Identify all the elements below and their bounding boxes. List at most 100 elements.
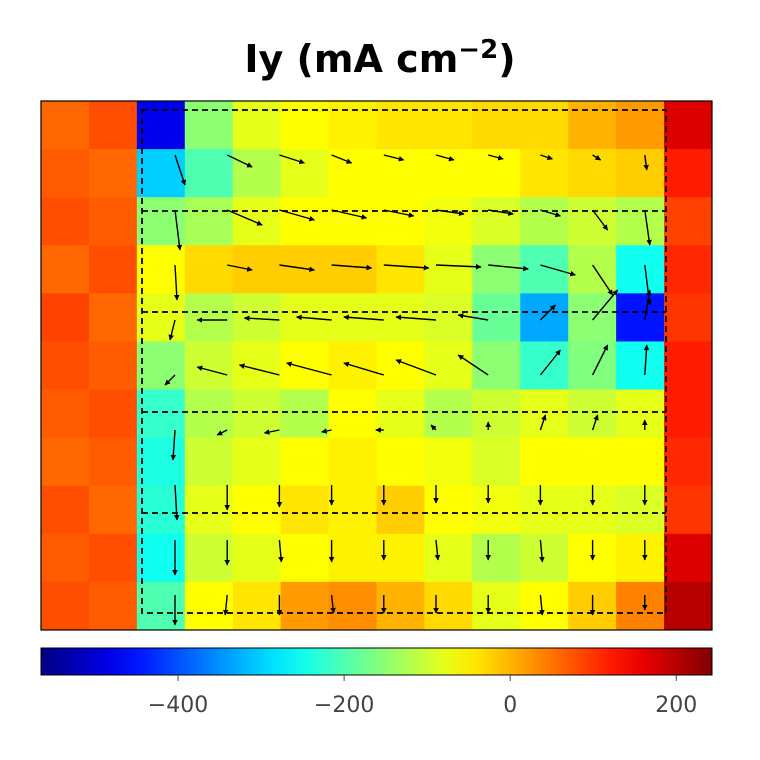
arrow xyxy=(592,154,602,161)
arrow xyxy=(644,209,652,246)
arrow xyxy=(592,264,614,296)
heat-cell xyxy=(88,389,138,439)
heat-cell xyxy=(184,341,234,391)
heat-cell xyxy=(616,101,665,150)
heat-cell xyxy=(472,389,521,439)
heat-cell xyxy=(136,437,186,487)
heat-cell xyxy=(280,341,330,391)
heat-cell xyxy=(328,245,377,294)
heat-cell xyxy=(41,437,90,487)
heat-cell xyxy=(664,293,712,342)
heat-cell xyxy=(328,485,377,535)
heat-cell xyxy=(424,389,473,439)
arrow xyxy=(457,313,489,321)
heat-cell xyxy=(88,533,138,583)
colorbar-ticks: −400 −200 0 200 xyxy=(148,675,697,718)
heat-cell xyxy=(88,101,138,150)
heat-cell xyxy=(136,101,186,150)
heat-cell xyxy=(376,485,425,535)
title-superscript: −2 xyxy=(458,35,498,65)
heatmap xyxy=(41,101,712,630)
heat-cell xyxy=(88,437,138,487)
colorbar-tick-label: −200 xyxy=(314,693,374,718)
heat-cell xyxy=(664,437,712,487)
heat-cell xyxy=(136,533,186,583)
heat-cell xyxy=(184,197,234,246)
heat-cell xyxy=(184,389,234,439)
heat-cell xyxy=(41,389,90,439)
heat-cell xyxy=(376,389,425,439)
arrow xyxy=(238,363,280,376)
heat-cell xyxy=(328,197,377,246)
heat-cell xyxy=(616,389,665,439)
heat-cell xyxy=(232,245,282,294)
heat-cell xyxy=(280,245,330,294)
heat-cell xyxy=(664,101,712,150)
heat-cell xyxy=(232,485,282,535)
arrow xyxy=(435,263,482,270)
colorbar xyxy=(40,647,713,676)
heat-cell xyxy=(664,533,712,583)
heat-cell xyxy=(616,197,665,246)
title-close: ) xyxy=(498,37,515,81)
heat-cell xyxy=(520,437,569,487)
arrow xyxy=(488,209,514,216)
heat-cell xyxy=(664,341,712,391)
heat-cell xyxy=(88,245,138,294)
arrow xyxy=(279,264,315,273)
arrow xyxy=(435,209,465,217)
heat-cell xyxy=(424,245,473,294)
arrow xyxy=(643,344,650,376)
arrow xyxy=(383,264,430,271)
heat-cell xyxy=(472,101,521,150)
heat-cell xyxy=(568,341,617,391)
arrow xyxy=(173,264,180,301)
heat-cell xyxy=(41,101,90,150)
arrow xyxy=(488,154,504,161)
arrow xyxy=(540,264,576,277)
heat-cell xyxy=(376,437,425,487)
heat-cell xyxy=(616,533,665,583)
arrow xyxy=(279,154,305,165)
heat-cell xyxy=(520,389,569,439)
arrow xyxy=(457,354,489,376)
heat-cell xyxy=(520,197,569,246)
arrow xyxy=(263,429,280,435)
arrow xyxy=(174,209,183,251)
heat-cell xyxy=(472,485,521,535)
arrow xyxy=(296,314,332,321)
heat-cell xyxy=(568,437,617,487)
arrow xyxy=(226,154,253,168)
title-text: Iy (mA cm xyxy=(244,37,458,81)
heat-cell xyxy=(232,101,282,150)
heat-cell xyxy=(472,149,521,198)
heat-cell xyxy=(664,485,712,535)
arrow xyxy=(226,209,263,226)
arrow xyxy=(539,594,545,616)
heat-cell xyxy=(616,485,665,535)
heat-cell xyxy=(424,437,473,487)
heat-cell xyxy=(472,581,521,630)
heat-cell xyxy=(88,581,138,630)
heat-cell xyxy=(520,293,569,342)
heat-cell xyxy=(664,581,712,630)
heat-cell xyxy=(232,149,282,198)
heat-cell xyxy=(520,533,569,583)
arrow xyxy=(343,361,385,376)
heat-cell xyxy=(88,149,138,198)
arrow xyxy=(539,414,547,431)
heat-cell xyxy=(184,437,234,487)
arrow xyxy=(592,209,609,231)
heat-cell xyxy=(664,197,712,246)
arrow xyxy=(383,154,405,162)
arrow xyxy=(168,319,176,341)
arrow xyxy=(278,539,284,563)
heat-cell xyxy=(328,437,377,487)
quiver xyxy=(164,154,652,626)
heat-cell xyxy=(232,293,282,342)
arrow xyxy=(243,315,280,322)
heat-cell xyxy=(41,485,90,535)
heat-cell xyxy=(280,581,330,630)
heat-cell xyxy=(88,197,138,246)
chart-title: Iy (mA cm−2) xyxy=(244,35,515,81)
